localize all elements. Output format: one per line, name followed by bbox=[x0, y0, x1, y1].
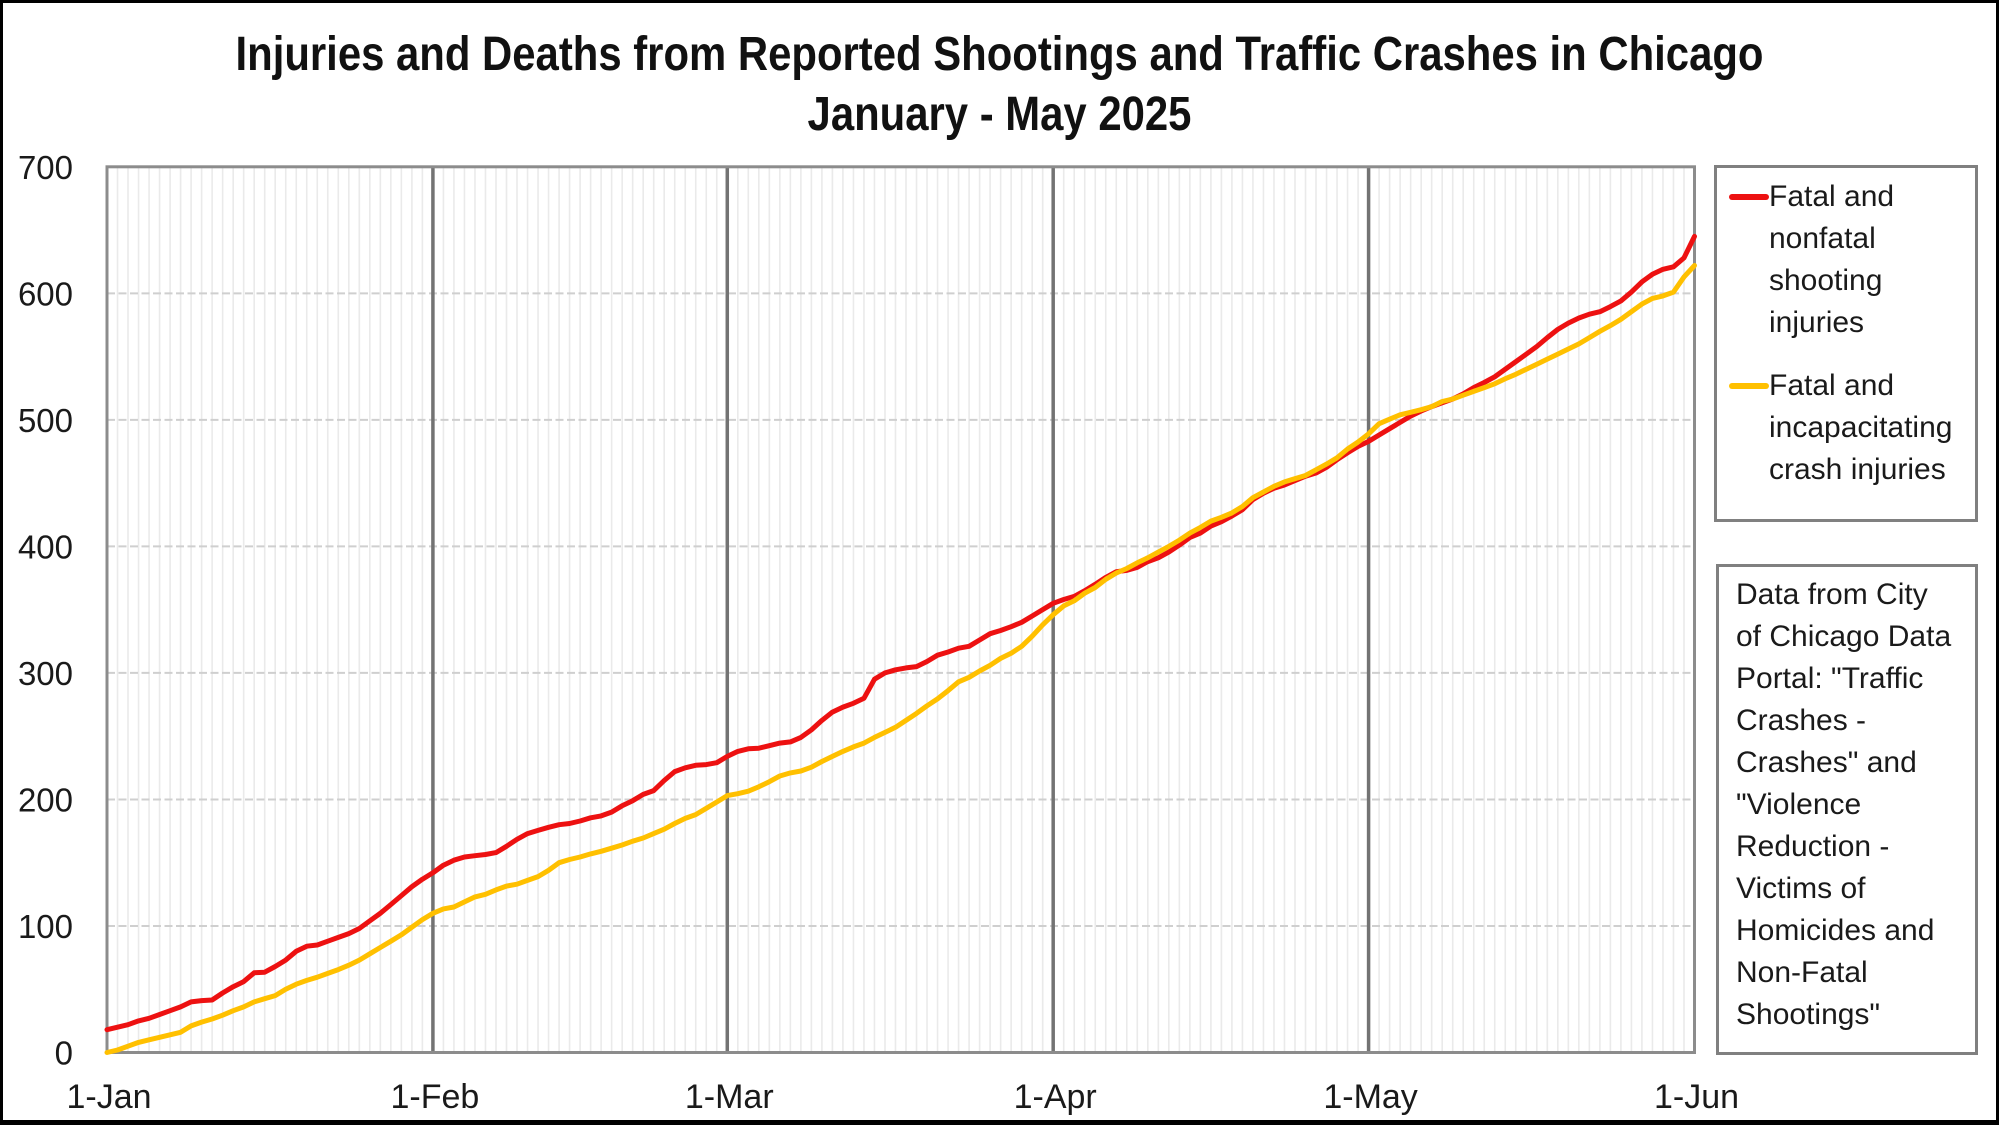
source-note-text: Data from City of Chicago Data Portal: "… bbox=[1736, 578, 1952, 1031]
series-line-crashes bbox=[104, 263, 1697, 1055]
x-axis-label-1-Mar: 1-Mar bbox=[685, 1078, 774, 1116]
y-axis-label-500: 500 bbox=[18, 402, 73, 439]
y-axis-label-700: 700 bbox=[18, 149, 73, 186]
x-axis-label-1-Jan: 1-Jan bbox=[66, 1078, 151, 1116]
legend-swatch-red bbox=[1729, 194, 1769, 200]
plot-border bbox=[105, 165, 1696, 1055]
legend-item-crashes: Fatal and incapacitating crash injuries bbox=[1729, 365, 1969, 491]
legend-label: Fatal and incapacitating crash injuries bbox=[1769, 369, 1953, 486]
frame-border-top bbox=[0, 0, 1999, 3]
x-axis-label-1-Apr: 1-Apr bbox=[1014, 1078, 1097, 1116]
chart-title: Injuries and Deaths from Reported Shooti… bbox=[128, 25, 1871, 145]
y-axis-label-300: 300 bbox=[18, 655, 73, 692]
legend-swatch-gold bbox=[1729, 383, 1769, 389]
series-line-shootings bbox=[104, 233, 1697, 1033]
y-axis-label-400: 400 bbox=[18, 528, 73, 565]
y-axis-label-600: 600 bbox=[18, 275, 73, 312]
y-axis-label-0: 0 bbox=[55, 1035, 73, 1072]
y-axis-label-100: 100 bbox=[18, 908, 73, 945]
source-note: Data from City of Chicago Data Portal: "… bbox=[1716, 564, 1978, 1055]
y-axis-label-200: 200 bbox=[18, 781, 73, 818]
legend: Fatal and nonfatal shooting injuries Fata… bbox=[1714, 165, 1978, 522]
chart-title-line1: Injuries and Deaths from Reported Shooti… bbox=[235, 28, 1764, 81]
frame-border-bottom bbox=[0, 1120, 1999, 1125]
x-axis-label-1-Feb: 1-Feb bbox=[390, 1078, 479, 1116]
frame-border-left bbox=[0, 0, 3, 1125]
legend-item-shootings: Fatal and nonfatal shooting injuries bbox=[1729, 176, 1969, 344]
chart-title-line2: January - May 2025 bbox=[807, 88, 1192, 141]
legend-label: Fatal and nonfatal shooting injuries bbox=[1769, 180, 1895, 339]
frame-border-right bbox=[1996, 0, 1999, 1125]
x-axis-label-1-Jun: 1-Jun bbox=[1654, 1078, 1739, 1116]
x-axis-label-1-May: 1-May bbox=[1323, 1078, 1417, 1116]
